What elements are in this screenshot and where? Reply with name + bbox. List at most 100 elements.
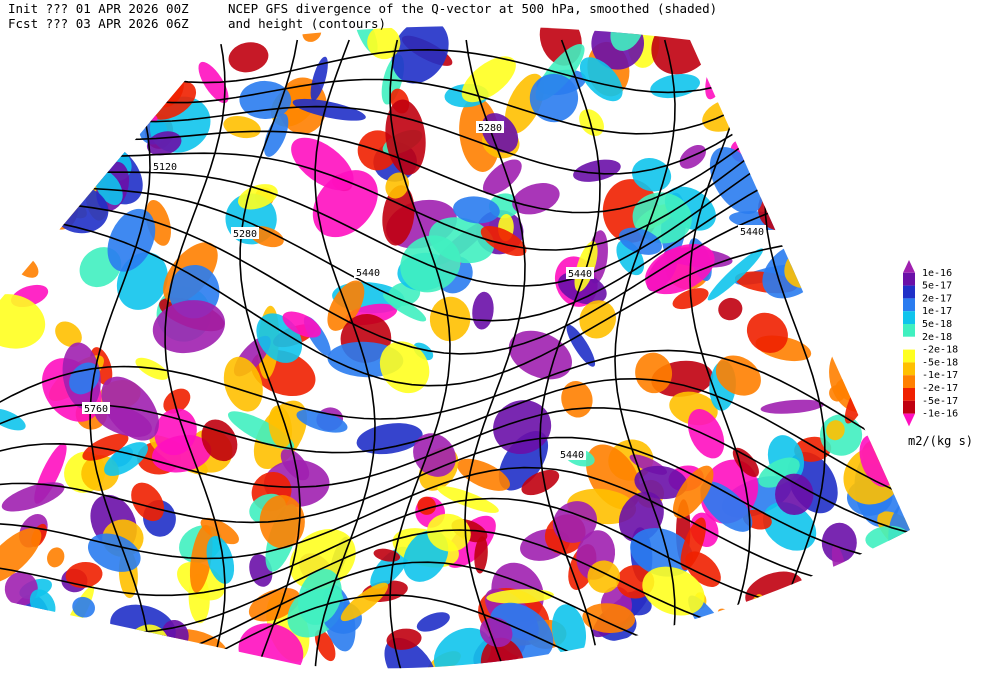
colorbar-segment (903, 375, 915, 388)
shading-cell (486, 589, 554, 604)
shading-cell (579, 300, 617, 339)
shading-cell (292, 98, 366, 121)
shading-cell (852, 618, 910, 657)
shading-cell (416, 612, 450, 632)
shading-cell (453, 196, 500, 224)
contour-label-box (558, 448, 586, 460)
shading-cell (752, 115, 781, 152)
colorbar-segment (903, 324, 915, 337)
contour-line (0, 210, 910, 387)
shading-cell (0, 200, 20, 251)
shading-cell (0, 199, 33, 255)
contour-line (0, 466, 910, 588)
shading-cell (630, 528, 694, 577)
contour-label-box (738, 225, 766, 237)
shading-cell (717, 608, 753, 645)
shading-cell (857, 318, 896, 335)
shading-cell (700, 481, 753, 532)
shading-cell (223, 356, 263, 412)
shading-cell (0, 163, 33, 209)
shading-cell (474, 536, 488, 574)
shading-cell (754, 79, 799, 124)
colorbar-segment (903, 311, 915, 324)
shading-cell (0, 78, 30, 115)
shading-cell (29, 111, 96, 132)
colorbar-segment (903, 272, 915, 286)
shading-cell (0, 60, 30, 83)
shading-cell (843, 70, 875, 102)
shading-cell (200, 517, 240, 545)
shading-cell (457, 458, 510, 491)
shading-cell (263, 113, 289, 157)
colorbar-label: -5e-17 (922, 396, 958, 407)
shading-cell (0, 26, 36, 93)
colorbar-segment (903, 298, 915, 312)
contour-line (539, 39, 601, 669)
shading-cell (521, 469, 560, 496)
shading-cell (552, 501, 598, 543)
shading-cell (1, 217, 30, 244)
shading-cell (582, 603, 636, 633)
contour-label: 5760 (84, 404, 108, 415)
shading-cell (779, 218, 803, 235)
shading-cell (131, 482, 165, 522)
contour-line (89, 39, 151, 669)
shading-cell (29, 620, 45, 645)
shading-cell (732, 447, 759, 477)
colorbar-label: -1e-17 (922, 370, 958, 381)
colorbar-label: -2e-17 (922, 383, 958, 394)
contour-line (0, 349, 910, 471)
shading-cell (529, 73, 579, 123)
shading-cell (0, 527, 42, 584)
shading-cell (698, 26, 726, 57)
contour-label: 5280 (233, 229, 257, 240)
shading-cell (461, 56, 516, 103)
shading-cell (72, 596, 95, 618)
shading-cell (831, 26, 871, 71)
shading-cell (429, 296, 471, 342)
shading-cell (707, 248, 764, 301)
shading-cell (0, 155, 28, 191)
shading-cell (119, 100, 144, 126)
shading-cell (382, 293, 427, 322)
shading-cell (163, 388, 191, 414)
map-subtitle: and height (contours) (228, 16, 386, 31)
contour-label: 5280 (478, 123, 502, 134)
shading-cell (884, 26, 910, 64)
shading-cell (1, 482, 65, 512)
shading-cell (687, 409, 725, 459)
shading-cell (718, 297, 743, 321)
contour-line (389, 39, 451, 669)
shading-cell (4, 571, 38, 606)
shading-cell (821, 522, 857, 563)
colorbar-label: 5e-18 (922, 319, 952, 330)
shading-cell (618, 227, 662, 255)
shading-cell (73, 628, 117, 668)
shading-cell (826, 420, 845, 441)
shading-cell (760, 399, 825, 414)
shading-cell (41, 28, 93, 63)
shading-cell (107, 208, 156, 272)
shading-cell (356, 423, 423, 455)
colorbar-arrow (903, 260, 915, 273)
shading-cell (827, 69, 859, 89)
contour-line (0, 377, 910, 508)
shading-cell (680, 517, 706, 571)
shading-cell (480, 226, 527, 257)
colorbar-label: -2e-18 (922, 345, 958, 356)
shading-cell (879, 57, 910, 104)
shading-cell (822, 138, 844, 161)
shading-cell (829, 129, 864, 162)
shading-cell (889, 155, 910, 193)
init-time: Init ??? 01 APR 2026 00Z (8, 1, 189, 16)
contour-label-box (476, 121, 504, 133)
shading-cell (47, 547, 65, 568)
shading-cell (65, 561, 103, 588)
shading-cell (310, 56, 328, 101)
shading-cell (0, 294, 46, 349)
shading-cell (296, 409, 348, 433)
shading-cell (739, 621, 770, 648)
shading-cell (843, 68, 885, 117)
contour-line (0, 407, 910, 540)
